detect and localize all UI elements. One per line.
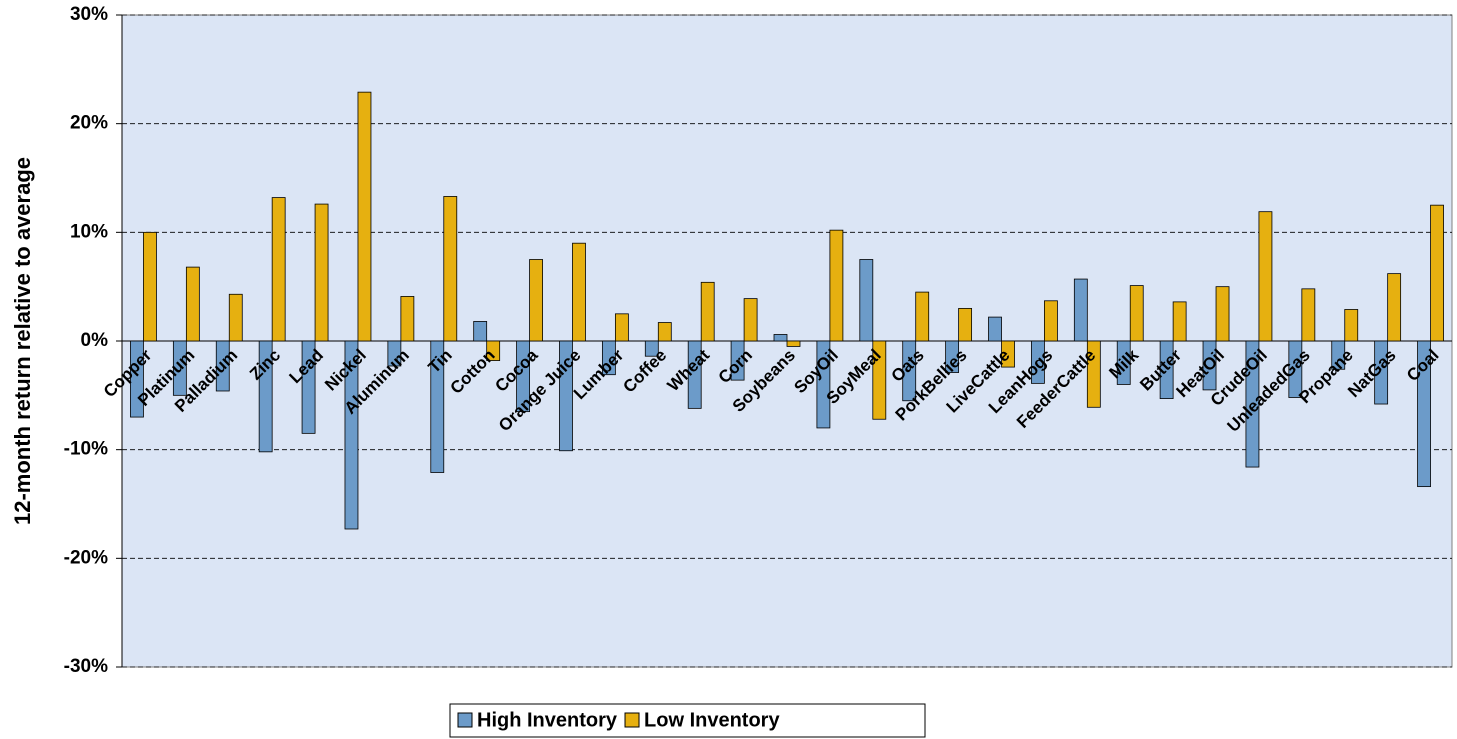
- bar: [945, 340, 960, 373]
- y-tick-label: 0%: [81, 330, 109, 351]
- bar: [1086, 340, 1101, 408]
- bar: [614, 313, 629, 342]
- bar: [657, 322, 672, 342]
- bar: [357, 91, 372, 342]
- bar: [1073, 278, 1088, 342]
- bar: [1159, 340, 1174, 399]
- y-axis-title: 12-month return relative to average: [10, 157, 35, 525]
- y-tick-label: -20%: [64, 547, 108, 568]
- bar: [559, 340, 573, 452]
- bar: [344, 340, 359, 530]
- bar: [700, 281, 715, 342]
- bar: [1387, 273, 1402, 342]
- bar: [1417, 340, 1431, 488]
- bar: [529, 259, 543, 342]
- legend-swatch: [457, 712, 473, 728]
- bar: [859, 259, 874, 342]
- bar: [185, 266, 200, 342]
- bar: [387, 340, 402, 367]
- bar: [1215, 286, 1230, 342]
- bar: [1331, 340, 1346, 370]
- bar: [872, 340, 887, 420]
- bar: [1430, 204, 1444, 342]
- y-tick-label: 10%: [70, 221, 108, 242]
- bar: [644, 340, 659, 357]
- bar: [958, 307, 973, 342]
- bar: [1172, 301, 1187, 342]
- bar: [572, 242, 586, 342]
- bar: [829, 229, 844, 342]
- bar: [130, 340, 144, 418]
- bar: [271, 197, 286, 342]
- bar: [473, 321, 488, 342]
- y-tick-label: 30%: [70, 4, 108, 25]
- bar: [1116, 340, 1131, 385]
- bar: [1001, 340, 1015, 368]
- bar: [172, 340, 187, 396]
- bar: [773, 334, 788, 342]
- legend-label: Low Inventory: [644, 709, 780, 731]
- bar: [902, 340, 917, 402]
- legend-swatch: [624, 712, 640, 728]
- bar: [743, 298, 758, 342]
- legend-label: High Inventory: [477, 709, 618, 731]
- y-tick-label: -30%: [64, 656, 108, 677]
- bar: [816, 340, 831, 429]
- bar: [430, 340, 445, 473]
- bar: [443, 196, 458, 342]
- bar: [314, 203, 329, 342]
- bar: [516, 340, 530, 413]
- bar: [258, 340, 273, 453]
- bar: [215, 340, 230, 392]
- bar: [1374, 340, 1389, 405]
- bar: [143, 231, 157, 342]
- bar: [486, 340, 501, 361]
- bar: [786, 340, 801, 347]
- y-tick-label: -10%: [64, 439, 108, 460]
- bar: [1031, 340, 1045, 384]
- bar: [1344, 309, 1359, 342]
- bar: [1202, 340, 1217, 391]
- bar: [988, 316, 1002, 342]
- bar: [1044, 300, 1058, 342]
- bar: [301, 340, 316, 434]
- bar: [1288, 340, 1303, 398]
- bar: [1301, 288, 1316, 342]
- bar: [687, 340, 702, 409]
- bar: [1258, 211, 1273, 342]
- legend: [449, 703, 926, 738]
- bar: [228, 293, 243, 342]
- bar: [601, 340, 616, 376]
- bar: [915, 291, 930, 342]
- bar: [1245, 340, 1260, 468]
- y-tick-label: 20%: [70, 113, 108, 134]
- bar: [1129, 285, 1144, 342]
- bar: [730, 340, 745, 381]
- bar: [400, 296, 415, 342]
